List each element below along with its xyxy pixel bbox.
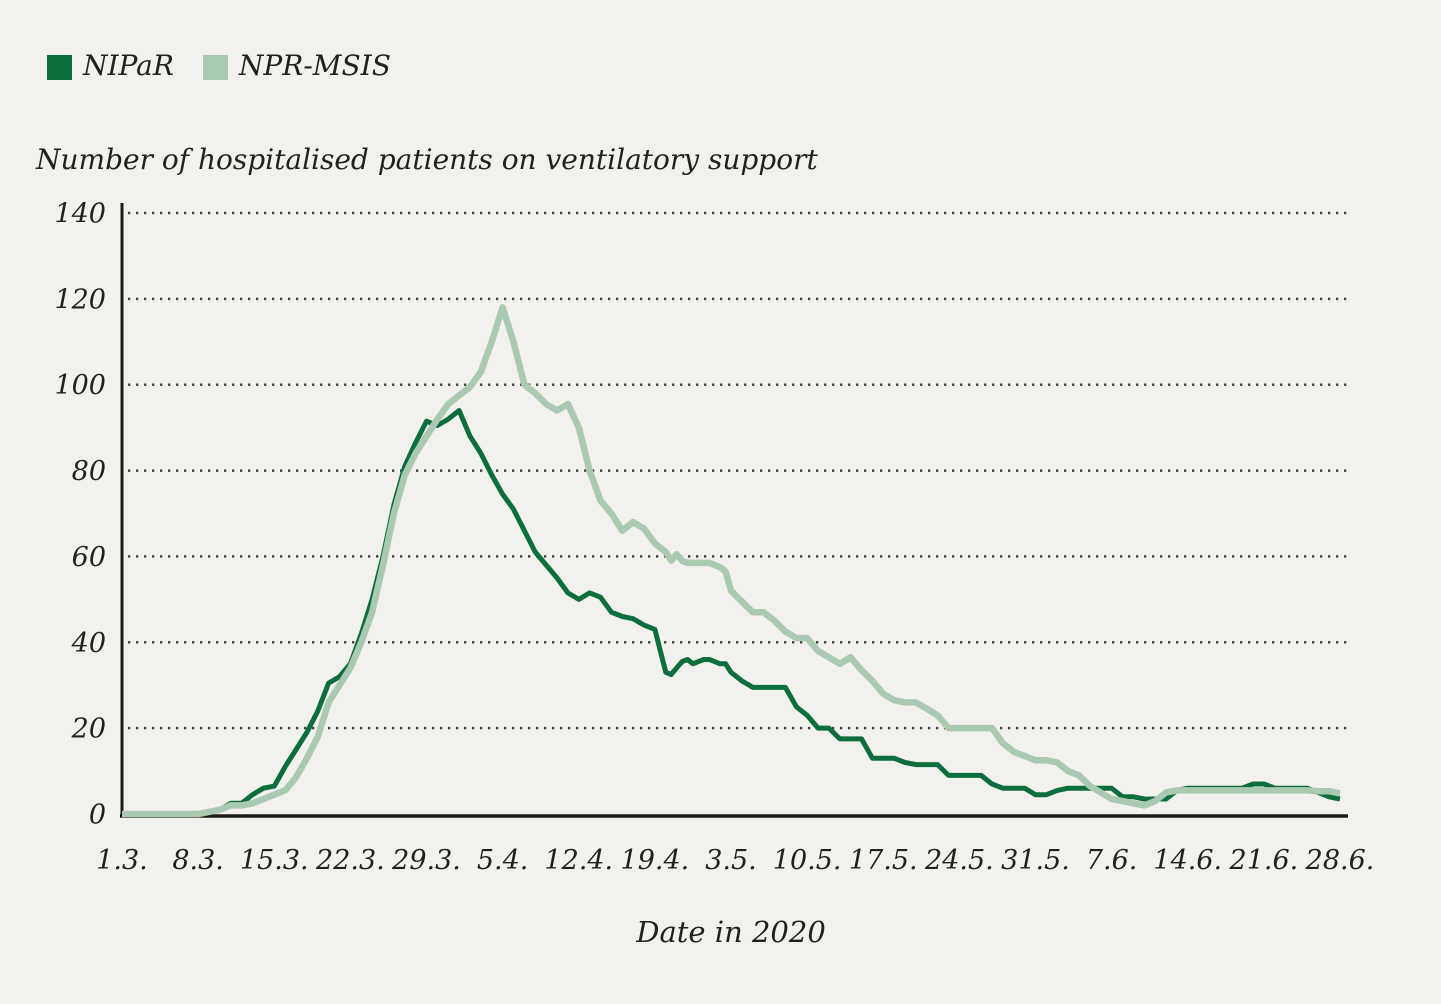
x-tick-label-8-3-: 8.3. (172, 845, 224, 876)
y-tick-label-20: 20 (71, 714, 106, 745)
x-tick-label-5-4-: 5.4. (477, 845, 529, 876)
x-tick-label-31-5-: 31.5. (1001, 845, 1070, 876)
y-tick-label-80: 80 (72, 456, 106, 487)
x-tick-label-17-5-: 17.5. (849, 845, 918, 876)
series-line-nipar (122, 408, 1341, 817)
chart-title: Number of hospitalised patients on venti… (36, 143, 818, 176)
y-tick-label-100: 100 (54, 370, 106, 401)
x-tick-label-21-6-: 21.6. (1229, 845, 1299, 876)
x-tick-label-14-6-: 14.6. (1153, 845, 1222, 876)
nprmsis-swatch-icon (202, 55, 228, 80)
nipar-swatch-icon (47, 55, 72, 80)
x-tick-label-24-5-: 24.5. (924, 845, 994, 876)
x-tick-label-29-3-: 29.3. (391, 845, 461, 876)
x-tick-label-19-4-: 19.4. (621, 845, 690, 876)
x-axis-title: Date in 2020 (636, 915, 826, 949)
legend-item-nipar: NIPaR (47, 52, 174, 83)
y-tick-label-40: 40 (71, 628, 106, 659)
x-tick-label-10-5-: 10.5. (773, 845, 842, 876)
y-tick-label-140: 140 (54, 199, 106, 230)
y-tick-label-120: 120 (54, 284, 106, 315)
legend: NIPaR NPR-MSIS (47, 52, 391, 83)
series-line-npr-msis (122, 304, 1341, 818)
x-tick-label-28-6-: 28.6. (1305, 845, 1375, 876)
y-tick-label-0: 0 (89, 800, 106, 831)
x-tick-label-7-6-: 7.6. (1086, 845, 1138, 876)
x-tick-label-1-3-: 1.3. (96, 845, 148, 876)
y-tick-label-60: 60 (72, 542, 106, 573)
x-tick-label-12-4-: 12.4. (544, 845, 613, 876)
legend-label-nprmsis: NPR-MSIS (238, 49, 391, 82)
x-tick-label-22-3-: 22.3. (315, 845, 385, 876)
legend-label-nipar: NIPaR (83, 49, 174, 82)
x-tick-label-15-3-: 15.3. (240, 845, 309, 876)
legend-item-nprmsis: NPR-MSIS (202, 49, 391, 83)
x-tick-label-3-5-: 3.5. (705, 845, 757, 876)
